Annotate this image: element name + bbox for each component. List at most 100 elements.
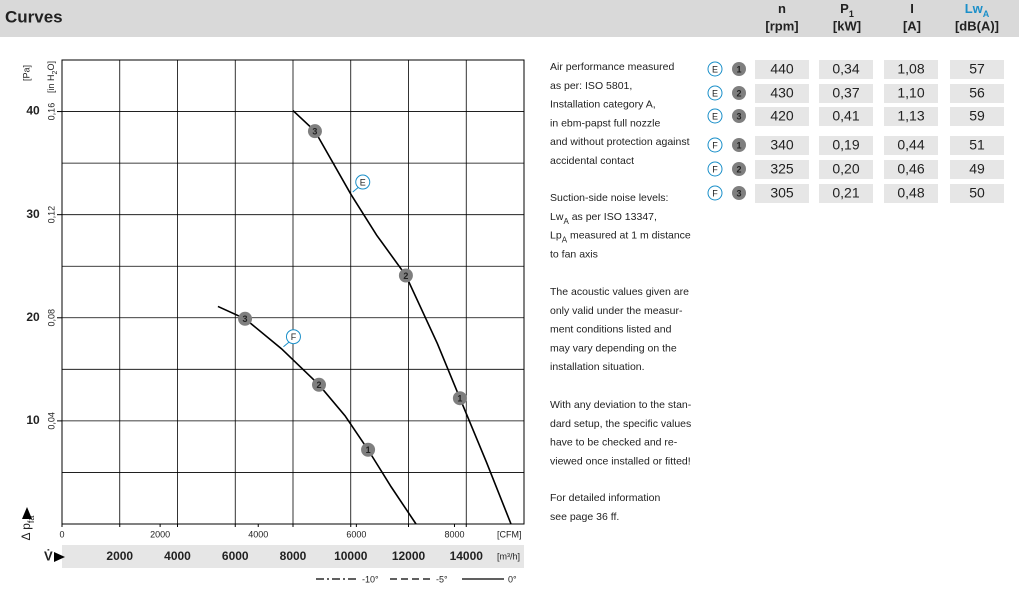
x2-tick-label: 0 (59, 529, 64, 539)
note-line: have to be checked and re- (550, 436, 678, 448)
column-unit: [kW] (833, 18, 861, 33)
x2-tick-label: 2000 (150, 529, 170, 539)
note-text: dard setup, the specific values (550, 418, 691, 430)
value-box (755, 136, 809, 155)
value-box (950, 107, 1004, 126)
table-cell: 49 (969, 161, 985, 177)
series-label-ring (285, 329, 301, 345)
subscript: 1 (849, 9, 854, 19)
value-box (884, 160, 938, 179)
symbol: n (778, 1, 786, 16)
label-part: fa (26, 516, 36, 524)
speed-number: 3 (736, 188, 741, 198)
note-line: installation situation. (550, 361, 645, 373)
note-line: viewed once installed or fitted! (550, 455, 691, 467)
y-arrow (22, 507, 32, 519)
y-axis-label: Δ pfa (19, 516, 36, 541)
x-tick-label: 6000 (222, 549, 249, 563)
table-cell: 1,10 (897, 85, 924, 101)
table-cell: 0,48 (897, 185, 924, 201)
note-text: ment conditions listed and (550, 323, 672, 335)
table-cell: 0,19 (832, 137, 859, 153)
note-text: have to be checked and re- (550, 436, 678, 448)
value-box (950, 60, 1004, 79)
column-symbol: LwA (965, 1, 990, 19)
note-text: Lw (550, 211, 564, 223)
value-box (884, 60, 938, 79)
note-line: to fan axis (550, 248, 598, 260)
table-cell: 0,34 (832, 61, 859, 77)
note-line: accidental contact (550, 155, 634, 167)
x-axis-label: V̇ (44, 548, 53, 563)
speed-dot (732, 62, 746, 76)
note-text: With any deviation to the stan- (550, 399, 692, 411)
legend-label: -5° (436, 574, 448, 584)
value-box (884, 107, 938, 126)
value-box (950, 84, 1004, 103)
value-box (950, 136, 1004, 155)
subscript: A (562, 235, 568, 244)
table-cell: 59 (969, 108, 985, 124)
table-cell: 325 (770, 161, 794, 177)
operating-point (398, 268, 413, 283)
speed-dot (732, 86, 746, 100)
column-symbol: P1 (840, 1, 854, 19)
note-text: Lp (550, 229, 562, 241)
variant-ring (707, 108, 723, 124)
variant-letter: F (712, 164, 718, 174)
variant-letter: E (712, 111, 718, 121)
note-line: see page 36 ff. (550, 511, 619, 523)
note-text: may vary depending on the (550, 342, 677, 354)
speed-number: 2 (736, 164, 741, 174)
column-unit: [rpm] (765, 18, 798, 33)
value-box (819, 136, 873, 155)
table-cell: 0,41 (832, 108, 859, 124)
value-box (819, 184, 873, 203)
note-line: LpA measured at 1 m distance (550, 229, 691, 244)
note-text: as per ISO 13347, (569, 211, 657, 223)
column-unit: [A] (903, 18, 921, 33)
x-tick-label: 4000 (164, 549, 191, 563)
variant-ring (707, 161, 723, 177)
value-box (884, 136, 938, 155)
note-text: Installation category A, (550, 98, 656, 110)
curve (217, 305, 417, 525)
value-box (755, 84, 809, 103)
header-bar (0, 0, 1019, 37)
value-box (819, 160, 873, 179)
variant-letter: E (712, 88, 718, 98)
y2-tick-label: 0,04 (46, 412, 56, 430)
operating-point-label: 3 (243, 314, 248, 324)
note-text: only valid under the measur- (550, 305, 683, 317)
speed-number: 1 (736, 64, 741, 74)
operating-point-label: 1 (366, 445, 371, 455)
table-cell: 56 (969, 85, 985, 101)
value-box (755, 107, 809, 126)
operating-point-label: 3 (312, 127, 317, 137)
note-text: Air performance measured (550, 61, 674, 73)
x-unit: [m³/h] (497, 551, 520, 561)
note-text: The acoustic values given are (550, 286, 689, 298)
operating-point-label: 1 (457, 394, 462, 404)
operating-point (452, 391, 467, 406)
operating-point (238, 311, 253, 326)
note-text: see page 36 ff. (550, 511, 619, 523)
note-text: and without protection against (550, 136, 690, 148)
curve (292, 109, 512, 525)
operating-point (361, 442, 376, 457)
series-label: F (291, 332, 297, 342)
note-line: and without protection against (550, 136, 690, 148)
label-part: Δ p (19, 523, 33, 541)
x-tick-label: 12000 (392, 549, 426, 563)
page-title: Curves (5, 7, 63, 26)
table-cell: 340 (770, 137, 794, 153)
table-cell: 50 (969, 185, 985, 201)
table-cell: 440 (770, 61, 794, 77)
value-box (755, 160, 809, 179)
note-text: installation situation. (550, 361, 645, 373)
value-box (884, 84, 938, 103)
y-tick-label: 20 (26, 310, 40, 324)
operating-point (311, 377, 326, 392)
symbol: Lw (965, 1, 984, 16)
